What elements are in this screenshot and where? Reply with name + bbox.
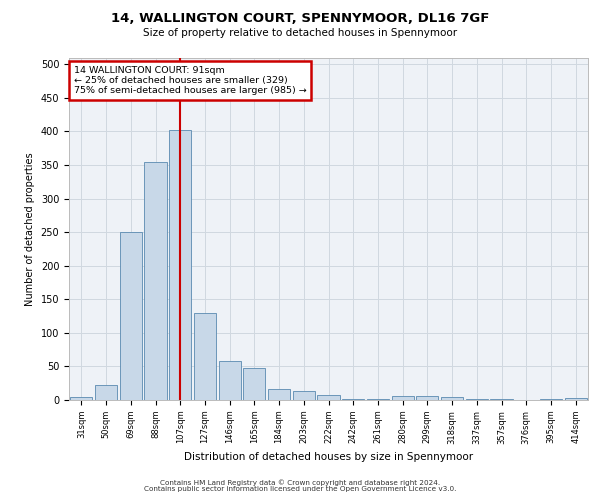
- Y-axis label: Number of detached properties: Number of detached properties: [25, 152, 35, 306]
- Bar: [441, 396, 463, 400]
- Bar: [243, 368, 265, 400]
- X-axis label: Distribution of detached houses by size in Spennymoor: Distribution of detached houses by size …: [184, 452, 473, 462]
- Bar: [416, 396, 439, 400]
- Bar: [70, 396, 92, 400]
- Text: Size of property relative to detached houses in Spennymoor: Size of property relative to detached ho…: [143, 28, 457, 38]
- Bar: [392, 396, 414, 400]
- Bar: [565, 398, 587, 400]
- Bar: [293, 390, 315, 400]
- Text: 14 WALLINGTON COURT: 91sqm
← 25% of detached houses are smaller (329)
75% of sem: 14 WALLINGTON COURT: 91sqm ← 25% of deta…: [74, 66, 307, 96]
- Bar: [119, 232, 142, 400]
- Bar: [169, 130, 191, 400]
- Bar: [268, 388, 290, 400]
- Bar: [145, 162, 167, 400]
- Bar: [95, 385, 117, 400]
- Text: Contains HM Land Registry data © Crown copyright and database right 2024.
Contai: Contains HM Land Registry data © Crown c…: [144, 479, 456, 492]
- Bar: [194, 312, 216, 400]
- Bar: [218, 361, 241, 400]
- Bar: [317, 396, 340, 400]
- Text: 14, WALLINGTON COURT, SPENNYMOOR, DL16 7GF: 14, WALLINGTON COURT, SPENNYMOOR, DL16 7…: [111, 12, 489, 26]
